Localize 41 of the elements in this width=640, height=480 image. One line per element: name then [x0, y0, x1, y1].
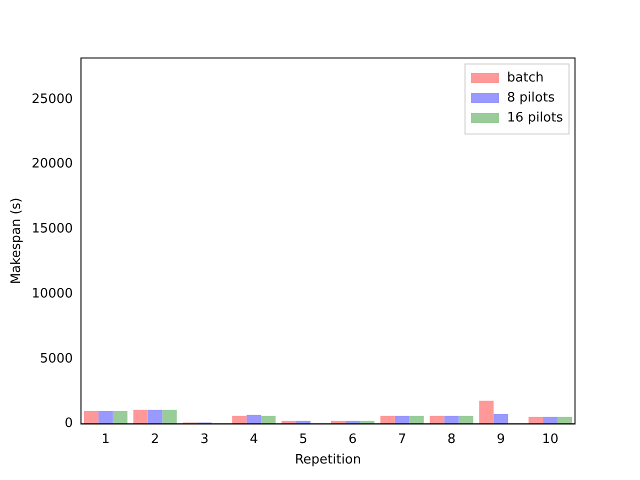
y-tick-label: 25000 [32, 92, 73, 107]
bar [148, 410, 162, 424]
bar [232, 416, 247, 424]
bar [444, 416, 459, 424]
x-tick-label: 4 [250, 432, 258, 447]
bar [479, 400, 494, 424]
bar [394, 416, 410, 424]
legend-label: 8 pilots [507, 90, 555, 106]
x-tick-label: 5 [299, 432, 308, 447]
bar [133, 410, 148, 424]
bar [380, 416, 395, 424]
y-tick-label: 0 [64, 416, 73, 432]
x-axis-title: Repetition [294, 452, 362, 468]
x-tick-label: 3 [200, 432, 209, 447]
bar [84, 410, 98, 424]
x-tick-label: 6 [348, 432, 357, 447]
y-tick-label: 10000 [32, 286, 73, 302]
bar [112, 410, 128, 424]
legend-label: 16 pilots [507, 110, 564, 126]
bar [430, 416, 444, 424]
bar [162, 410, 177, 424]
y-axis-title: Makespan (s) [9, 198, 24, 284]
bar [494, 414, 508, 424]
y-tick-label: 5000 [40, 351, 73, 366]
x-tick-label: 9 [496, 432, 506, 447]
y-tick-label: 15000 [32, 222, 73, 237]
bar [528, 416, 544, 424]
bar [98, 410, 113, 424]
bar [261, 416, 276, 424]
bar [246, 414, 262, 424]
x-tick-label: 2 [150, 432, 160, 447]
bar [458, 416, 474, 424]
x-tick-label: 1 [102, 432, 110, 447]
bar [543, 416, 558, 424]
bar [409, 416, 424, 424]
legend-label: batch [507, 70, 544, 86]
x-tick-label: 7 [398, 432, 406, 447]
x-tick-label: 10 [542, 432, 559, 447]
bar [558, 416, 572, 424]
x-tick-label: 8 [447, 432, 456, 447]
y-tick-label: 20000 [32, 156, 73, 172]
